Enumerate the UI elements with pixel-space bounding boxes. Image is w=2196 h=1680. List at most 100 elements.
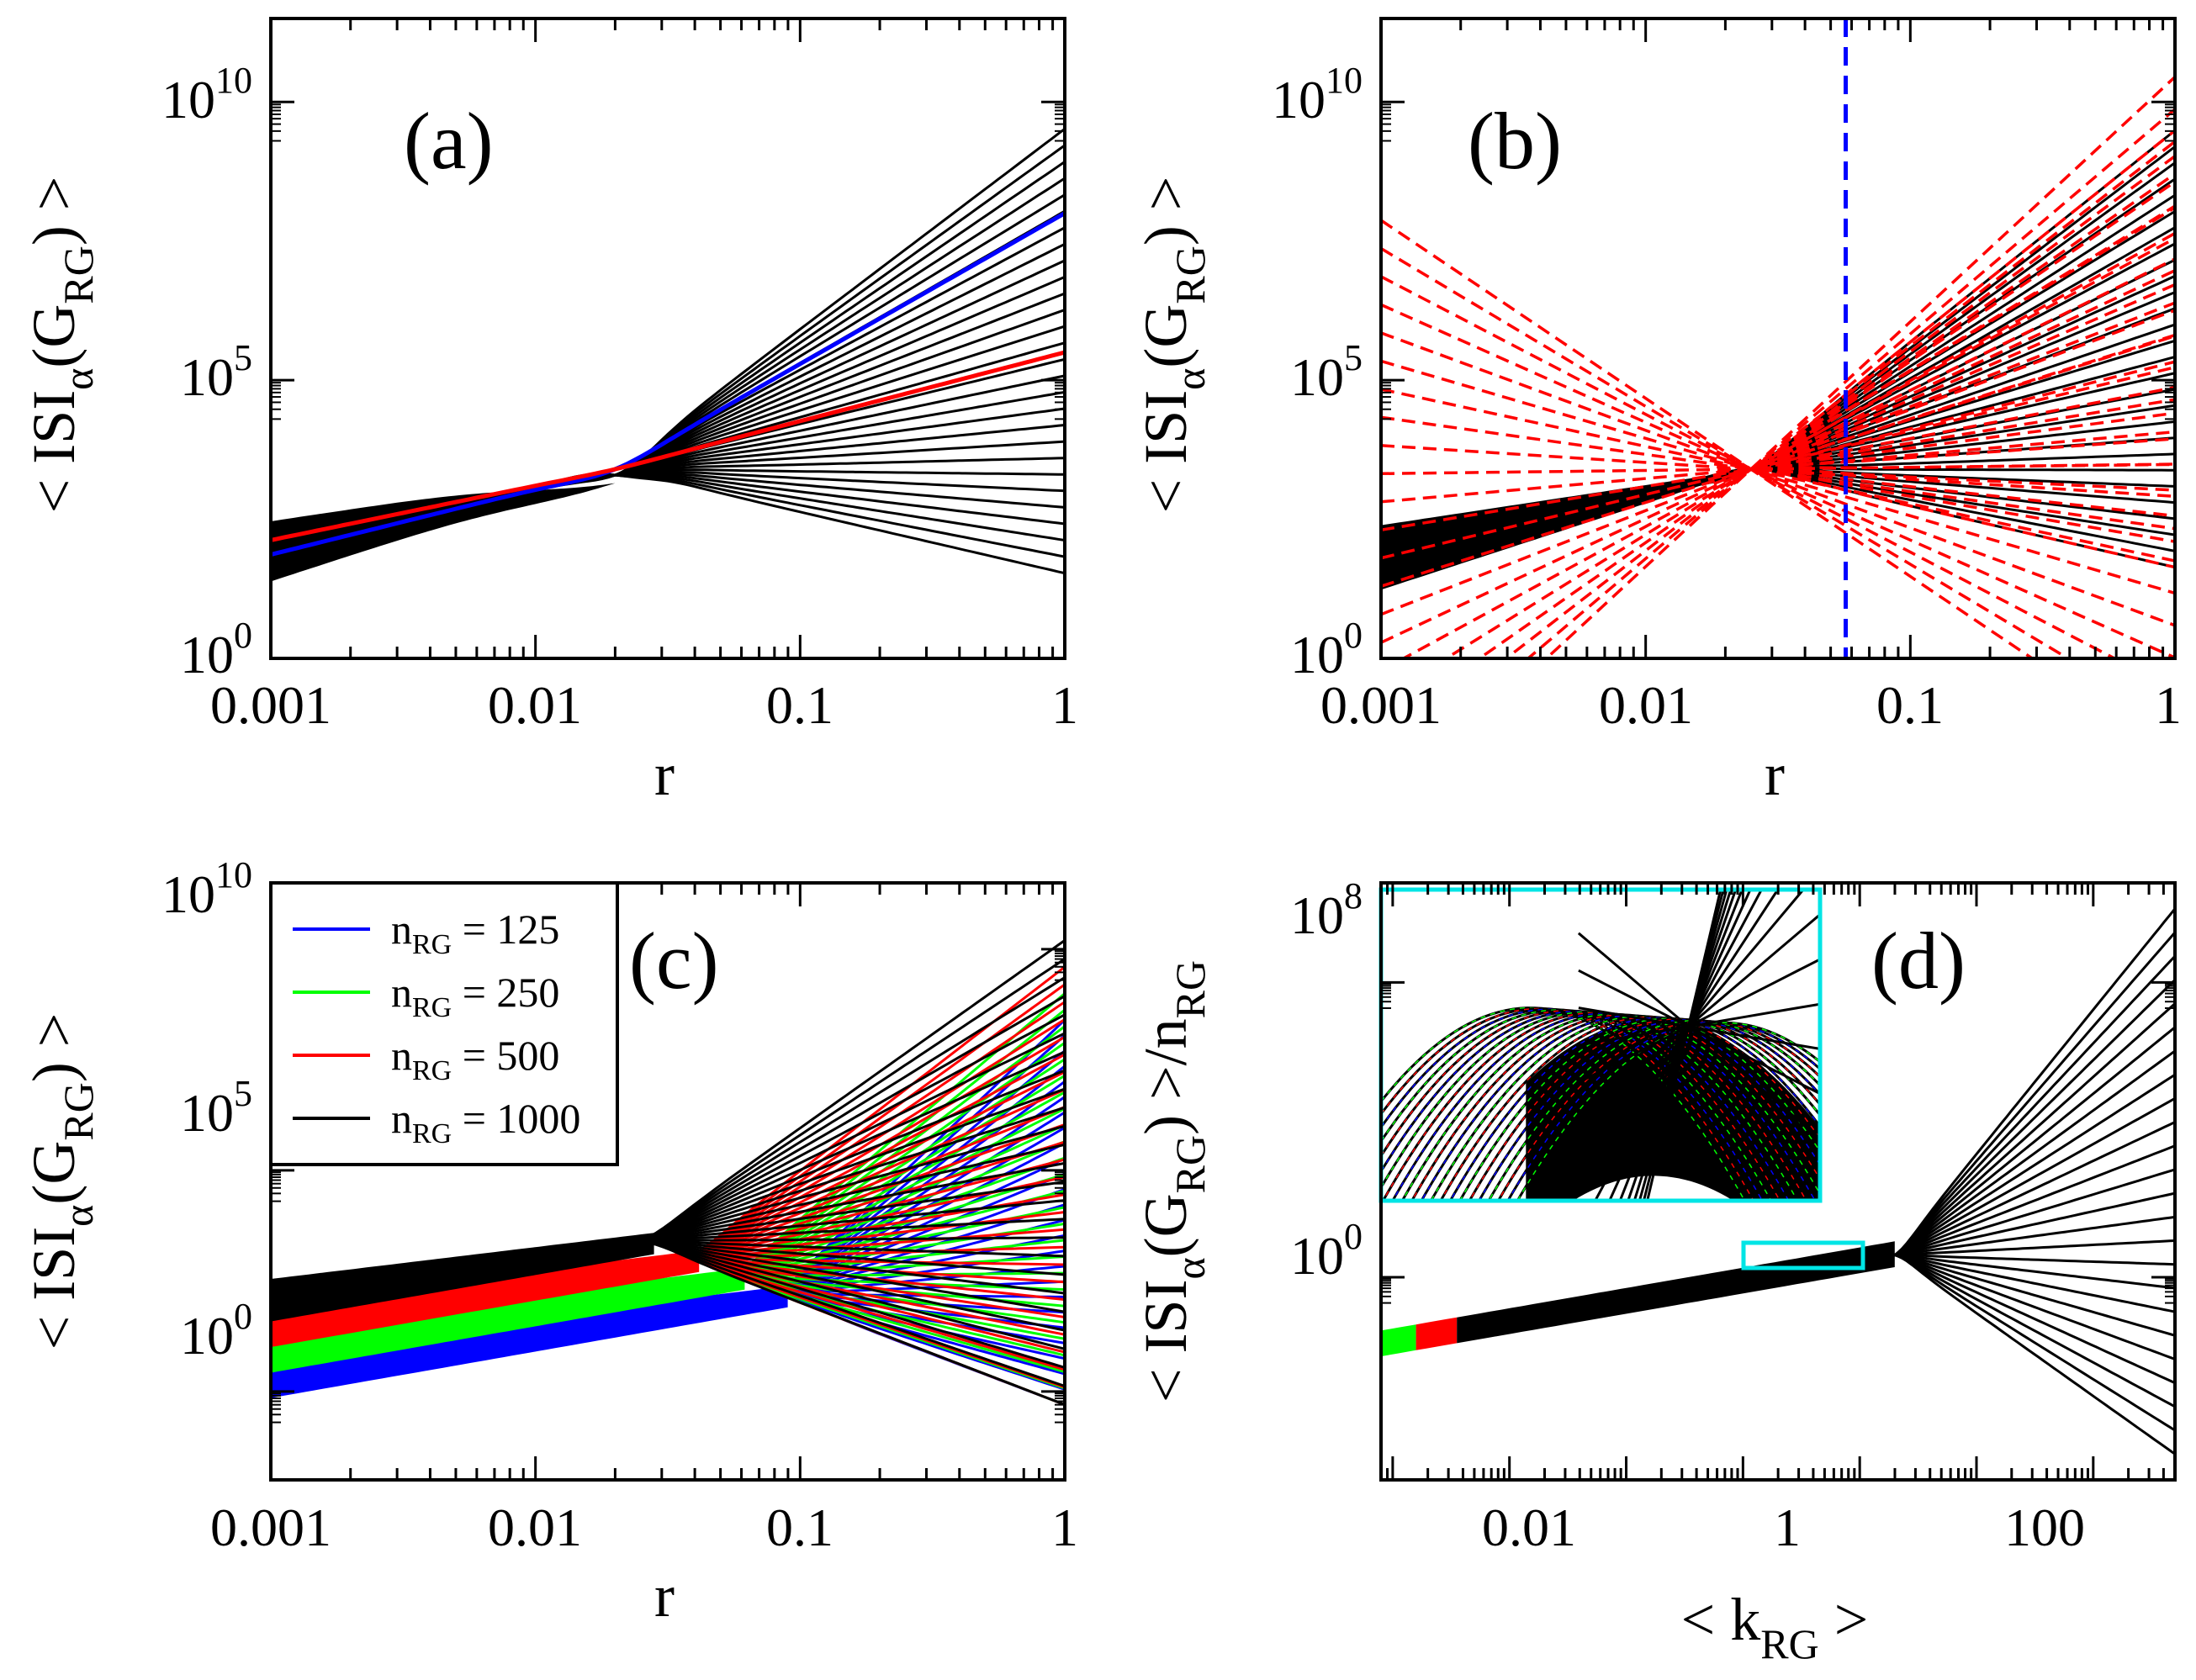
panel-c-ytick-1: 105 [180,1073,252,1143]
panel-a-xtick-labels: 0.001 0.01 0.1 1 [210,675,1078,735]
panel-b-fit-line-21 [1544,76,2175,658]
panel-b-fit-curve-15 [1776,180,2175,456]
panel-a-highlight-red [271,350,1065,542]
inset-curve-overlay-9 [1401,1013,1820,1201]
panel-a-ytick-2: 1010 [161,60,252,129]
panel-c-band-blue [271,1286,788,1398]
panel-d-series-20 [1860,979,2175,1264]
inset-fan-7 [1577,890,1780,1196]
panel-a-xtick-0: 0.001 [210,675,331,735]
panel-b-series-line-27 [1381,129,2175,560]
panel-d-band-red [1415,1317,1458,1350]
panel-a-label: (a) [404,96,494,186]
inset-fan-1 [1578,969,1820,1096]
panel-b-fit-line-2 [1381,275,2118,658]
panel-b-fit-curve-9 [1776,334,2175,463]
panel-c-band-green [271,1268,745,1373]
panel-d: (d) 0.01 1 100 100 108 < kRG > < ISIα(GR… [1132,875,2177,1667]
panel-c-ylabel: < ISIα(GRG) > [20,1013,102,1350]
panel-c-band-red [271,1250,700,1347]
inset-curve-overlay-14 [1449,1017,1820,1201]
panel-b-xtick-1: 0.01 [1599,675,1693,735]
panel-c-band-black [271,1233,654,1322]
inset-curve-15 [1458,1017,1820,1201]
panel-b-series-line-25 [1381,161,2175,560]
panel-d-xlabel: < kRG > [1681,1586,1869,1667]
panel-c-series-black-14 [627,1143,1065,1245]
inset-curve-overlay-8 [1392,1012,1816,1201]
panel-d-band-black [1457,1241,1895,1344]
panel-c-series-black-3 [627,1239,1065,1350]
legend-label-250: nRG = 250 [391,969,559,1023]
panel-c-series-black-6 [627,1239,1065,1295]
panel-a-highlight-blue [271,211,1065,557]
panel-d-inset [1378,887,1823,1203]
inset-fan-4 [1578,958,1820,1084]
legend-label-125: nRG = 125 [391,906,559,960]
panel-a-xtick-2: 0.1 [766,675,833,735]
panel-b-fit-curve-4 [1777,462,2175,470]
panel-b-xtick-0: 0.001 [1320,675,1442,735]
panel-b-fit-line-5 [1381,359,2175,595]
panel-c-series-black-23 [627,976,1065,1247]
panel-a-ytick-1: 105 [180,337,252,407]
panel-c-series-black-19 [627,1050,1065,1246]
inset-fan-0 [1577,932,1820,1140]
panel-a-ylabel: < ISIα(GRG) > [20,177,102,514]
inset-curve-overlay-21 [1516,1022,1820,1201]
panel-d-ytick-0: 100 [1290,1216,1363,1286]
panel-b-fit-curve-3 [1777,467,2175,492]
panel-b-fit-line-1 [1381,246,2072,658]
panel-c-series-black-22 [627,995,1065,1246]
panel-c: (c) nRG = 125 nRG = 250 nRG = 500 nRG = … [20,854,1078,1630]
panel-c-series-black-21 [627,1013,1065,1246]
inset-curve-overlay-1 [1381,1007,1754,1201]
panel-c-series-green-19 [717,1091,1065,1281]
panel-c-series-black-5 [627,1239,1065,1313]
inset-curve-overlay-18 [1488,1019,1820,1201]
panel-c-series-black-25 [627,939,1065,1247]
legend-label-1000: nRG = 1000 [391,1095,580,1149]
panel-d-xtick-labels: 0.01 1 100 [1482,1498,2085,1557]
panel-c-label: (c) [629,916,719,1006]
inset-curve-overlay-3 [1381,1009,1772,1201]
panel-c-xtick-3: 1 [1051,1498,1078,1557]
panel-c-series-black-20 [627,1032,1065,1246]
panel-b-xtick-labels: 0.001 0.01 0.1 1 [1320,675,2182,735]
panel-c-series-black-0 [627,1239,1065,1406]
inset-curve-overlay-16 [1468,1018,1820,1201]
panel-a-curves [271,128,1065,582]
panel-c-series-black-9 [627,1236,1065,1244]
panel-b-fit-curve-14 [1776,206,2175,457]
inset-curve-11 [1420,1014,1820,1201]
panel-c-legend: nRG = 125 nRG = 250 nRG = 500 nRG = 1000 [269,881,619,1166]
panel-c-series-black-2 [627,1239,1065,1369]
inset-fan-5 [1577,913,1820,1121]
panel-b-curves [1381,18,2175,658]
panel-c-series-black-13 [627,1161,1065,1244]
panel-d-series-5 [1859,1254,2175,1337]
panel-b-ytick-0: 100 [1290,615,1363,684]
panel-c-series-red-8 [672,1257,1065,1266]
panel-a: (a) 0.001 0.01 0.1 1 100 105 1010 r < IS… [20,17,1078,808]
panel-c-xtick-0: 0.001 [210,1498,331,1557]
inset-curve-overlay-12 [1430,1016,1820,1201]
panel-c-ytick-labels: 100 105 1010 [161,854,252,1366]
panel-b-frame [1379,17,2177,660]
panel-d-ticks [1379,883,2177,1480]
panel-c-series-black-12 [627,1181,1065,1244]
panel-d-series-23 [1860,907,2175,1264]
panel-c-series-red-21 [672,1035,1065,1264]
panel-d-xtick-1: 1 [1774,1498,1801,1557]
panel-c-xtick-1: 0.01 [488,1498,582,1557]
panel-b-fit-line-4 [1381,331,2175,627]
panel-d-ytick-1: 108 [1290,875,1363,945]
panel-b-xlabel: r [1765,741,1785,808]
panel-c-series-black-16 [627,1106,1065,1245]
panel-b-label: (b) [1468,96,1562,186]
panel-d-ytick-labels: 100 108 [1290,875,1363,1286]
panel-c-xtick-labels: 0.001 0.01 0.1 1 [210,1498,1078,1557]
panel-c-series-black-17 [627,1087,1065,1245]
panel-c-series-black-24 [627,958,1065,1247]
